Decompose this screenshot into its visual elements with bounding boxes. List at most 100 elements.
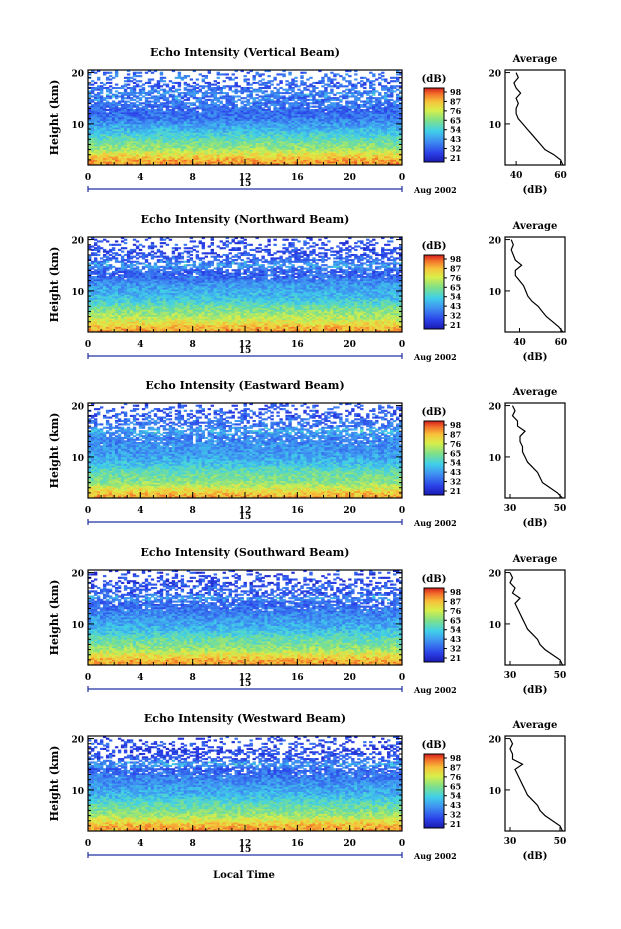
heatmap-cell	[193, 97, 196, 99]
heatmap-cell	[172, 90, 175, 92]
heatmap-cell	[100, 92, 103, 94]
heatmap-cell	[378, 84, 381, 86]
heatmap-cell	[261, 99, 264, 101]
heatmap-cell	[229, 78, 232, 80]
heatmap-cell	[366, 102, 369, 104]
heatmap-cell	[223, 80, 226, 82]
heatmap-cell	[109, 75, 112, 77]
heatmap-cell	[372, 101, 375, 103]
heatmap-cell	[175, 244, 178, 246]
heatmap-cell	[315, 87, 318, 89]
heatmap-cell	[300, 77, 303, 79]
heatmap-cell	[291, 99, 294, 101]
heatmap-cell	[196, 101, 199, 103]
heatmap-cell	[360, 242, 363, 244]
heatmap-cell	[193, 104, 196, 106]
heatmap-cell	[106, 82, 109, 84]
heatmap-cell	[267, 87, 270, 89]
heatmap-cell	[393, 80, 396, 82]
heatmap-cell	[258, 84, 261, 86]
heatmap-cells	[88, 237, 402, 332]
heatmap-cell	[381, 97, 384, 99]
heatmap-cell	[309, 106, 312, 108]
heatmap-cell	[306, 85, 309, 87]
heatmap-cell	[247, 95, 250, 97]
colorbar-tick-label: 54	[450, 125, 462, 135]
heatmap-cell	[223, 73, 226, 75]
heatmap-cell	[306, 242, 309, 244]
heatmap-cell	[249, 102, 252, 104]
heatmap-cell	[360, 106, 363, 108]
heatmap-cell	[288, 89, 291, 91]
heatmap-cell	[94, 239, 97, 241]
heatmap-cell	[172, 87, 175, 89]
heatmap-cell	[345, 80, 348, 82]
heatmap-cell	[139, 104, 142, 106]
heatmap-cell	[115, 75, 118, 77]
heatmap-cell	[151, 78, 154, 80]
heatmap-cell	[244, 75, 247, 77]
heatmap-cell	[226, 77, 229, 79]
heatmap-cell	[139, 99, 142, 101]
heatmap-cell	[127, 97, 130, 99]
heatmap-cell	[196, 84, 199, 86]
heatmap-cell	[258, 244, 261, 246]
colorbar-tick-label: 65	[450, 115, 461, 125]
heatmap-cell	[193, 82, 196, 84]
heatmap-cell	[348, 84, 351, 86]
heatmap-cell	[324, 101, 327, 103]
heatmap-cell	[285, 102, 288, 104]
heatmap-cell	[381, 89, 384, 91]
heatmap-cell	[97, 240, 100, 242]
heatmap-cell	[178, 95, 181, 97]
heatmap-cell	[124, 239, 127, 241]
heatmap-cell	[244, 80, 247, 82]
heatmap-cell	[136, 97, 139, 99]
heatmap-cell	[202, 80, 205, 82]
heatmap-cell	[345, 97, 348, 99]
heatmap-cell	[163, 80, 166, 82]
heatmap-cell	[199, 242, 202, 244]
heatmap-cell	[249, 87, 252, 89]
heatmap-cell	[330, 85, 333, 87]
heatmap-cell	[375, 78, 378, 80]
heatmap-cell	[160, 242, 163, 244]
heatmap-cell	[202, 75, 205, 77]
heatmap-cell	[148, 85, 151, 87]
heatmap-cell	[333, 78, 336, 80]
heatmap-cell	[184, 244, 187, 246]
heatmap-cell	[279, 73, 282, 75]
heatmap-cell	[184, 77, 187, 79]
colorbar-tick-label: 32	[450, 144, 461, 154]
heatmap-cell	[375, 242, 378, 244]
heatmap-cell	[97, 89, 100, 91]
heatmap-cell	[217, 89, 220, 91]
heatmap-cell	[247, 104, 250, 106]
heatmap-cell	[267, 82, 270, 84]
heatmap-cell	[124, 97, 127, 99]
heatmap-cell	[294, 80, 297, 82]
heatmap-cell	[357, 240, 360, 242]
heatmap-cell	[235, 101, 238, 103]
heatmap-cell	[211, 84, 214, 86]
heatmap-cell	[393, 77, 396, 79]
heatmap-cell	[387, 90, 390, 92]
heatmap-cell	[94, 72, 97, 74]
heatmap-cell	[384, 80, 387, 82]
heatmap-cell	[372, 84, 375, 86]
panel-title: Echo Intensity (Vertical Beam)	[150, 46, 340, 59]
heatmap-cell	[115, 97, 118, 99]
heatmap-cell	[372, 244, 375, 246]
heatmap-cell	[312, 102, 315, 104]
heatmap-cell	[306, 95, 309, 97]
heatmap-cell	[235, 242, 238, 244]
heatmap-cell	[232, 73, 235, 75]
heatmap-cell	[106, 72, 109, 74]
heatmap-cell	[238, 90, 241, 92]
heatmap-cell	[261, 92, 264, 94]
heatmap-cell	[160, 73, 163, 75]
heatmap-cell	[336, 73, 339, 75]
heatmap-cell	[363, 77, 366, 79]
colorbar-tick-label: 21	[450, 153, 461, 163]
heatmap-cell	[118, 104, 121, 106]
